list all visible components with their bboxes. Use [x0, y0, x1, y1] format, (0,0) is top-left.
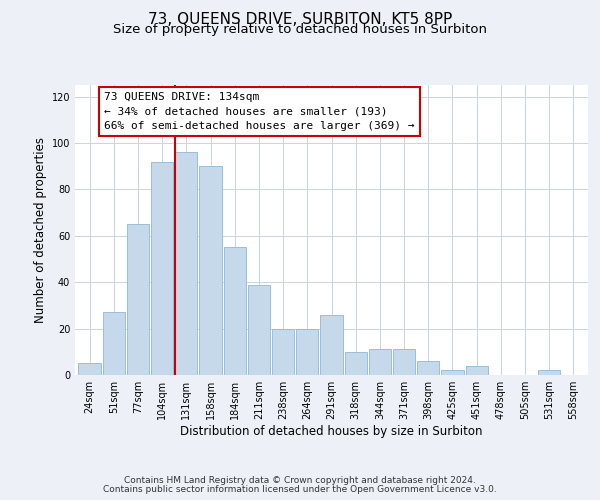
Bar: [442, 370, 464, 375]
Bar: [151, 162, 173, 375]
Bar: [103, 312, 125, 375]
Bar: [369, 350, 391, 375]
Bar: [320, 314, 343, 375]
Bar: [79, 364, 101, 375]
Bar: [417, 361, 439, 375]
Bar: [393, 350, 415, 375]
Bar: [296, 328, 319, 375]
Text: Contains HM Land Registry data © Crown copyright and database right 2024.: Contains HM Land Registry data © Crown c…: [124, 476, 476, 485]
Text: Contains public sector information licensed under the Open Government Licence v3: Contains public sector information licen…: [103, 484, 497, 494]
Bar: [344, 352, 367, 375]
Bar: [248, 284, 270, 375]
Bar: [538, 370, 560, 375]
Bar: [175, 152, 197, 375]
Bar: [466, 366, 488, 375]
Y-axis label: Number of detached properties: Number of detached properties: [34, 137, 47, 323]
Text: 73 QUEENS DRIVE: 134sqm
← 34% of detached houses are smaller (193)
66% of semi-d: 73 QUEENS DRIVE: 134sqm ← 34% of detache…: [104, 92, 415, 131]
Bar: [127, 224, 149, 375]
Bar: [199, 166, 221, 375]
Bar: [272, 328, 294, 375]
Bar: [224, 248, 246, 375]
Text: Size of property relative to detached houses in Surbiton: Size of property relative to detached ho…: [113, 24, 487, 36]
X-axis label: Distribution of detached houses by size in Surbiton: Distribution of detached houses by size …: [180, 425, 483, 438]
Text: 73, QUEENS DRIVE, SURBITON, KT5 8PP: 73, QUEENS DRIVE, SURBITON, KT5 8PP: [148, 12, 452, 28]
